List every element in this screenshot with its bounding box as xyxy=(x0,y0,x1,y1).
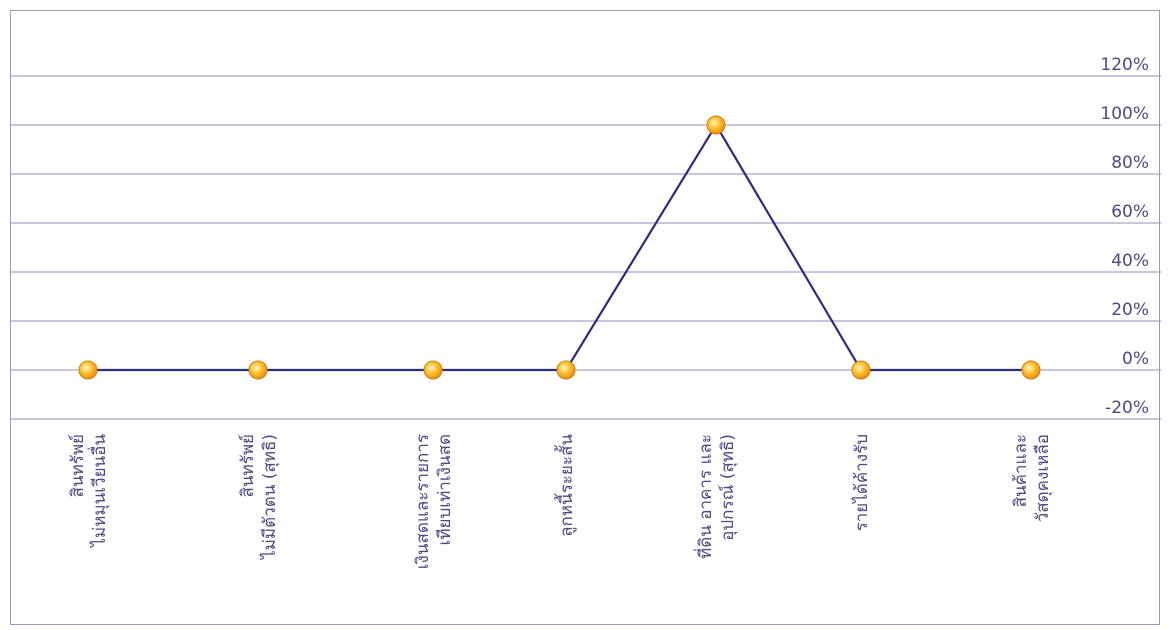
category-label-line: สินทรัพย์ xyxy=(68,434,88,498)
y-tick-label: 100% xyxy=(1100,104,1149,124)
y-tick-label: 20% xyxy=(1111,300,1149,320)
category-label-6: รายได้ค้างรับ xyxy=(851,434,872,531)
y-tick-label: 0% xyxy=(1122,349,1149,369)
category-label-line: ลูกหนี้ระยะสั้น xyxy=(554,434,577,537)
data-point-6 xyxy=(851,360,871,380)
category-label-line: ที่ดิน อาคาร และ xyxy=(693,434,716,559)
category-label-line: ไม่มีตัวตน (สุทธิ) xyxy=(259,434,280,561)
category-label-line: สินทรัพย์ xyxy=(238,434,258,498)
x-axis-category-labels: สินทรัพย์ ไม่หมุนเวียนอื่น สินทรัพย์ ไม่มีต… xyxy=(68,434,1053,570)
series-line-group xyxy=(88,122,1031,372)
category-label-line: วัสดุคงเหลือ xyxy=(1033,434,1053,522)
category-label-line: รายได้ค้างรับ xyxy=(851,434,872,531)
data-point-7 xyxy=(1021,360,1041,380)
data-point-4 xyxy=(556,360,576,380)
grid-lines xyxy=(11,75,1161,420)
y-tick-label: 40% xyxy=(1111,251,1149,271)
y-tick-label: 80% xyxy=(1111,153,1149,173)
category-label-line: เงินสดและรายการ xyxy=(413,434,433,569)
category-label-4: ลูกหนี้ระยะสั้น xyxy=(554,434,577,537)
category-label-2: สินทรัพย์ ไม่มีตัวตน (สุทธิ) xyxy=(238,434,280,561)
chart-frame: -20% 0% 20% 40% 60% 80% 100% 120% สินทรัพย์ ไม่ห… xyxy=(10,10,1161,625)
category-label-7: สินค้าและ วัสดุคงเหลือ xyxy=(1011,434,1053,522)
y-axis-tick-labels: -20% 0% 20% 40% 60% 80% 100% 120% xyxy=(1100,55,1149,418)
data-point-markers xyxy=(78,115,1041,380)
y-tick-label: 60% xyxy=(1111,202,1149,222)
category-label-line: เทียบเท่าเงินสด xyxy=(435,434,455,545)
data-point-1 xyxy=(78,360,98,380)
data-point-5 xyxy=(706,115,726,135)
data-point-3 xyxy=(423,360,443,380)
category-label-line: สินค้าและ xyxy=(1011,434,1031,507)
data-point-2 xyxy=(248,360,268,380)
y-tick-label: 120% xyxy=(1100,55,1149,75)
category-label-1: สินทรัพย์ ไม่หมุนเวียนอื่น xyxy=(68,434,110,549)
category-label-line: อุปกรณ์ (สุทธิ) xyxy=(718,434,738,541)
category-label-3: เงินสดและรายการ เทียบเท่าเงินสด xyxy=(413,434,455,569)
series-line xyxy=(88,122,1031,372)
line-chart: -20%0%20%40%60%80%100%120% สินทรัพย์ ไม่ห… xyxy=(11,55,1161,570)
category-label-5: ที่ดิน อาคาร และ อุปกรณ์ (สุทธิ) xyxy=(693,434,738,559)
category-label-line: ไม่หมุนเวียนอื่น xyxy=(87,434,110,549)
y-tick-label: -20% xyxy=(1105,398,1149,418)
